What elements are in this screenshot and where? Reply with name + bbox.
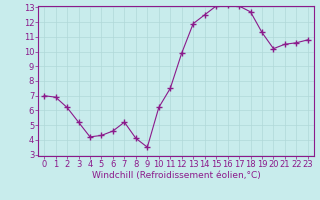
X-axis label: Windchill (Refroidissement éolien,°C): Windchill (Refroidissement éolien,°C) — [92, 171, 260, 180]
